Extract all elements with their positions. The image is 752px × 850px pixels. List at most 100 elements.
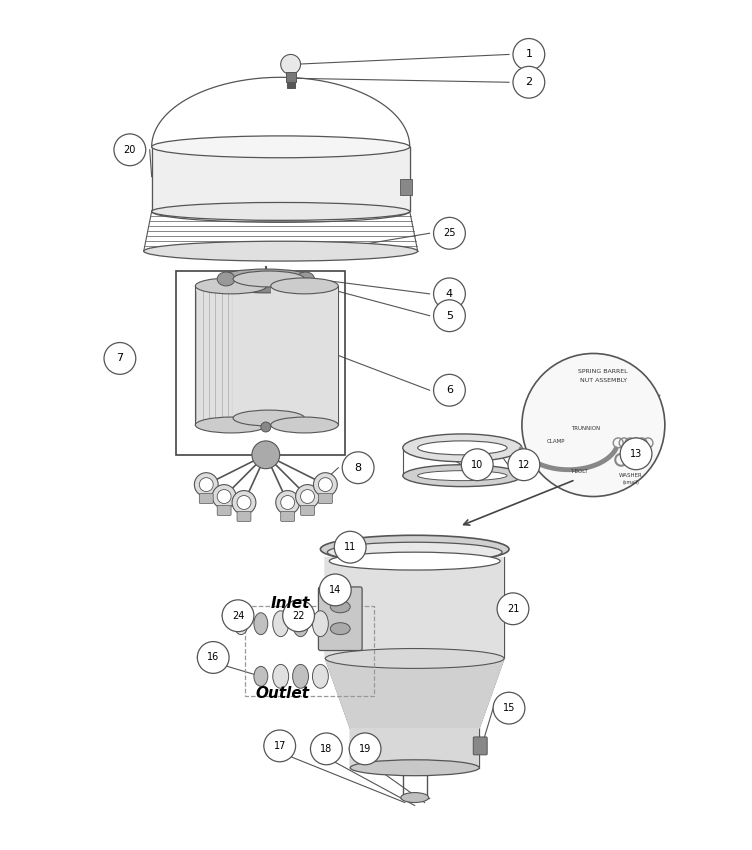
Ellipse shape (313, 611, 329, 637)
FancyBboxPatch shape (237, 512, 251, 521)
Circle shape (212, 484, 236, 508)
FancyBboxPatch shape (318, 587, 362, 650)
Ellipse shape (273, 665, 289, 689)
Polygon shape (326, 659, 504, 728)
Text: (small): (small) (623, 479, 639, 484)
FancyBboxPatch shape (217, 506, 231, 515)
Text: 2: 2 (526, 77, 532, 88)
Circle shape (264, 730, 296, 762)
FancyBboxPatch shape (199, 494, 214, 503)
FancyBboxPatch shape (280, 512, 295, 521)
FancyBboxPatch shape (287, 82, 295, 88)
Ellipse shape (273, 611, 289, 637)
Ellipse shape (254, 613, 268, 635)
Ellipse shape (196, 417, 267, 433)
Text: T-BOLT: T-BOLT (569, 468, 587, 473)
Circle shape (217, 490, 231, 503)
Circle shape (462, 449, 493, 480)
Ellipse shape (403, 465, 522, 486)
Circle shape (434, 218, 465, 249)
Circle shape (283, 600, 314, 632)
Ellipse shape (403, 434, 522, 462)
Circle shape (104, 343, 136, 374)
Ellipse shape (233, 271, 305, 287)
Circle shape (276, 490, 299, 514)
Circle shape (232, 490, 256, 514)
Circle shape (522, 354, 665, 496)
Circle shape (314, 473, 338, 496)
Text: 18: 18 (320, 744, 332, 754)
Text: 20: 20 (123, 144, 136, 155)
Ellipse shape (233, 410, 305, 426)
Circle shape (301, 490, 314, 503)
Circle shape (197, 642, 229, 673)
FancyBboxPatch shape (473, 737, 487, 755)
Ellipse shape (144, 241, 417, 261)
Ellipse shape (329, 552, 500, 570)
Circle shape (434, 300, 465, 332)
Circle shape (342, 452, 374, 484)
Text: SPRING BARREL: SPRING BARREL (578, 370, 628, 374)
Circle shape (497, 593, 529, 625)
Ellipse shape (330, 623, 350, 635)
Text: Inlet: Inlet (271, 596, 310, 611)
Ellipse shape (271, 417, 338, 433)
Text: 15: 15 (503, 703, 515, 713)
Circle shape (508, 449, 540, 480)
FancyBboxPatch shape (286, 72, 296, 82)
Ellipse shape (271, 278, 338, 294)
Ellipse shape (313, 665, 329, 689)
Circle shape (261, 422, 271, 432)
Bar (271, 286, 338, 425)
Circle shape (311, 733, 342, 765)
Circle shape (513, 66, 544, 98)
Circle shape (434, 278, 465, 309)
Ellipse shape (254, 666, 268, 686)
Text: 12: 12 (517, 460, 530, 470)
Ellipse shape (417, 441, 507, 455)
Ellipse shape (152, 201, 410, 223)
Text: 6: 6 (446, 385, 453, 395)
Circle shape (237, 496, 251, 509)
Text: 5: 5 (446, 311, 453, 320)
Ellipse shape (330, 601, 350, 613)
Circle shape (199, 478, 214, 491)
Ellipse shape (217, 272, 235, 286)
Ellipse shape (320, 536, 509, 563)
Ellipse shape (401, 792, 429, 802)
Ellipse shape (296, 272, 314, 286)
Ellipse shape (152, 202, 410, 220)
Text: 21: 21 (507, 604, 519, 614)
Text: 8: 8 (355, 462, 362, 473)
Ellipse shape (326, 649, 504, 668)
Text: 19: 19 (359, 744, 371, 754)
Circle shape (252, 441, 280, 468)
Ellipse shape (417, 471, 507, 480)
Text: 17: 17 (274, 741, 286, 751)
Bar (233, 279, 305, 418)
Circle shape (318, 478, 332, 491)
Ellipse shape (234, 613, 248, 635)
Circle shape (222, 600, 254, 632)
Text: 7: 7 (117, 354, 123, 364)
Ellipse shape (221, 275, 311, 293)
Ellipse shape (293, 665, 308, 689)
Ellipse shape (293, 611, 308, 637)
Circle shape (335, 531, 366, 563)
Bar (177, 271, 345, 455)
Ellipse shape (257, 272, 274, 286)
Ellipse shape (350, 760, 479, 776)
Text: 24: 24 (232, 611, 244, 620)
Bar (196, 286, 267, 425)
FancyBboxPatch shape (400, 178, 412, 195)
Text: 16: 16 (207, 653, 220, 662)
Circle shape (280, 54, 301, 74)
Text: CLAMP: CLAMP (547, 439, 565, 444)
Circle shape (434, 374, 465, 406)
Circle shape (493, 692, 525, 724)
Circle shape (194, 473, 218, 496)
Bar (350, 728, 479, 768)
Text: 22: 22 (293, 611, 305, 620)
Text: 1: 1 (526, 49, 532, 60)
Ellipse shape (327, 542, 502, 562)
